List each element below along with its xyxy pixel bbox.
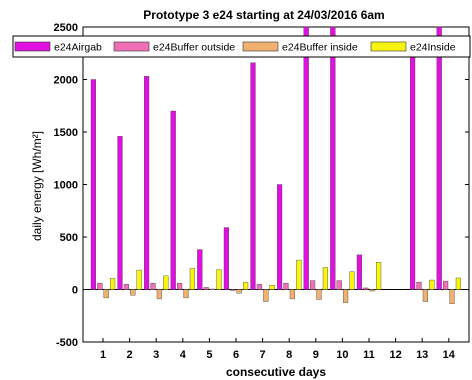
bar-e24inside-day-3 xyxy=(163,275,169,290)
x-tick-label: 13 xyxy=(416,349,428,361)
legend-label: e24Buffer inside xyxy=(282,42,358,54)
bar-e24inside-day-2 xyxy=(136,269,142,290)
bar-e24inside-day-11 xyxy=(376,262,382,290)
bar-e24buffer-outside-day-14 xyxy=(443,280,449,290)
bar-e24buffer-inside-day-10 xyxy=(343,289,349,303)
bar-e24inside-day-6 xyxy=(242,281,249,290)
x-tick-label: 6 xyxy=(233,349,239,361)
y-tick-label: 2500 xyxy=(54,22,78,34)
x-tick-label: 1 xyxy=(100,349,106,361)
bar-e24buffer-inside-day-3 xyxy=(156,289,163,300)
bar-e24buffer-outside-day-2 xyxy=(123,284,130,290)
bar-e24buffer-inside-day-1 xyxy=(103,289,109,299)
bar-e24inside-day-5 xyxy=(216,269,222,290)
legend: e24Airgab e24Buffer outside e24Buffer insi… xyxy=(12,35,471,58)
y-tick-label: 1000 xyxy=(54,180,78,192)
bar-e24airgab-day-13 xyxy=(410,37,416,290)
x-tick-label: 9 xyxy=(313,349,319,361)
bar-e24airgab-day-4 xyxy=(170,110,176,290)
x-tick-label: 4 xyxy=(180,349,187,361)
bar-e24buffer-inside-day-13 xyxy=(422,289,429,302)
bar-e24buffer-inside-day-9 xyxy=(316,289,322,300)
bar-e24airgab-day-7 xyxy=(250,62,256,290)
x-axis-label: consecutive days xyxy=(226,365,326,379)
bar-e24buffer-inside-day-4 xyxy=(183,289,189,299)
legend-swatch xyxy=(113,41,150,52)
bar-e24inside-day-7 xyxy=(269,285,275,290)
bar-e24buffer-outside-day-6 xyxy=(230,289,236,291)
y-tick-label: 500 xyxy=(60,232,78,244)
bar-e24airgab-day-2 xyxy=(117,135,123,290)
bar-e24inside-day-4 xyxy=(189,268,196,290)
legend-label: e24Buffer outside xyxy=(153,42,235,54)
bar-e24airgab-day-10 xyxy=(330,26,336,290)
legend-swatch xyxy=(14,41,51,52)
bar-e24airgab-day-11 xyxy=(356,254,363,290)
legend-swatch xyxy=(242,41,279,52)
y-tick-label: 1500 xyxy=(54,127,78,139)
y-axis-ticks: -500 0 500 1000 1500 2000 2500 xyxy=(54,22,469,349)
bar-e24buffer-inside-day-14 xyxy=(449,289,455,304)
bar-e24buffer-outside-day-5 xyxy=(203,287,209,290)
bar-e24buffer-inside-day-11 xyxy=(369,289,375,292)
bar-e24airgab-day-1 xyxy=(90,79,97,290)
bar-e24buffer-outside-day-1 xyxy=(97,283,103,290)
bar-e24airgab-day-14 xyxy=(436,26,442,290)
bar-e24airgab-day-8 xyxy=(277,184,283,290)
bar-e24buffer-inside-day-6 xyxy=(236,289,242,294)
bar-e24inside-day-9 xyxy=(322,267,329,290)
bar-e24buffer-outside-day-8 xyxy=(283,283,289,290)
bar-e24buffer-inside-day-8 xyxy=(289,289,296,300)
bar-e24inside-day-14 xyxy=(455,277,462,290)
chart-title: Prototype 3 e24 starting at 24/03/2016 6… xyxy=(143,8,384,22)
bar-e24airgab-day-9 xyxy=(303,26,309,290)
bar-e24inside-day-8 xyxy=(296,259,302,290)
x-tick-label: 12 xyxy=(389,349,401,361)
x-axis-ticks: 1 2 3 4 5 6 7 8 9 10 11 12 13 14 xyxy=(100,338,456,361)
y-tick-label: 0 xyxy=(72,285,78,297)
bar-e24buffer-outside-day-13 xyxy=(416,281,422,290)
x-tick-label: 14 xyxy=(443,349,456,361)
legend-box xyxy=(12,35,471,58)
bar-e24buffer-inside-day-7 xyxy=(263,289,269,302)
bar-e24buffer-inside-day-5 xyxy=(209,288,216,290)
legend-label: e24Airgab xyxy=(54,42,102,54)
bar-e24airgab-day-5 xyxy=(197,249,203,290)
bars-layer xyxy=(90,26,462,304)
bar-e24buffer-outside-day-10 xyxy=(336,280,342,290)
y-tick-label: 2000 xyxy=(54,75,78,87)
bar-e24airgab-day-3 xyxy=(143,76,150,290)
legend-label: e24Inside xyxy=(410,42,456,54)
bar-e24buffer-outside-day-3 xyxy=(150,283,156,290)
bar-e24inside-day-13 xyxy=(429,279,435,290)
bar-e24inside-day-10 xyxy=(349,271,355,290)
x-tick-label: 2 xyxy=(127,349,133,361)
y-tick-label: -500 xyxy=(56,337,78,349)
x-tick-label: 8 xyxy=(286,349,292,361)
bar-e24buffer-outside-day-7 xyxy=(256,284,263,290)
bar-e24buffer-inside-day-2 xyxy=(130,289,136,296)
x-tick-label: 5 xyxy=(206,349,212,361)
x-tick-label: 11 xyxy=(363,349,375,361)
bar-e24buffer-outside-day-4 xyxy=(176,283,183,290)
bar-e24buffer-outside-day-9 xyxy=(310,280,316,290)
y-axis-label: daily energy [Wh/m²] xyxy=(30,131,44,241)
bar-e24airgab-day-6 xyxy=(223,227,230,290)
x-tick-label: 7 xyxy=(260,349,266,361)
legend-swatch xyxy=(370,41,407,52)
bar-e24buffer-outside-day-11 xyxy=(363,287,369,290)
x-tick-label: 10 xyxy=(336,349,348,361)
x-tick-label: 3 xyxy=(153,349,159,361)
bar-e24inside-day-1 xyxy=(109,278,116,290)
